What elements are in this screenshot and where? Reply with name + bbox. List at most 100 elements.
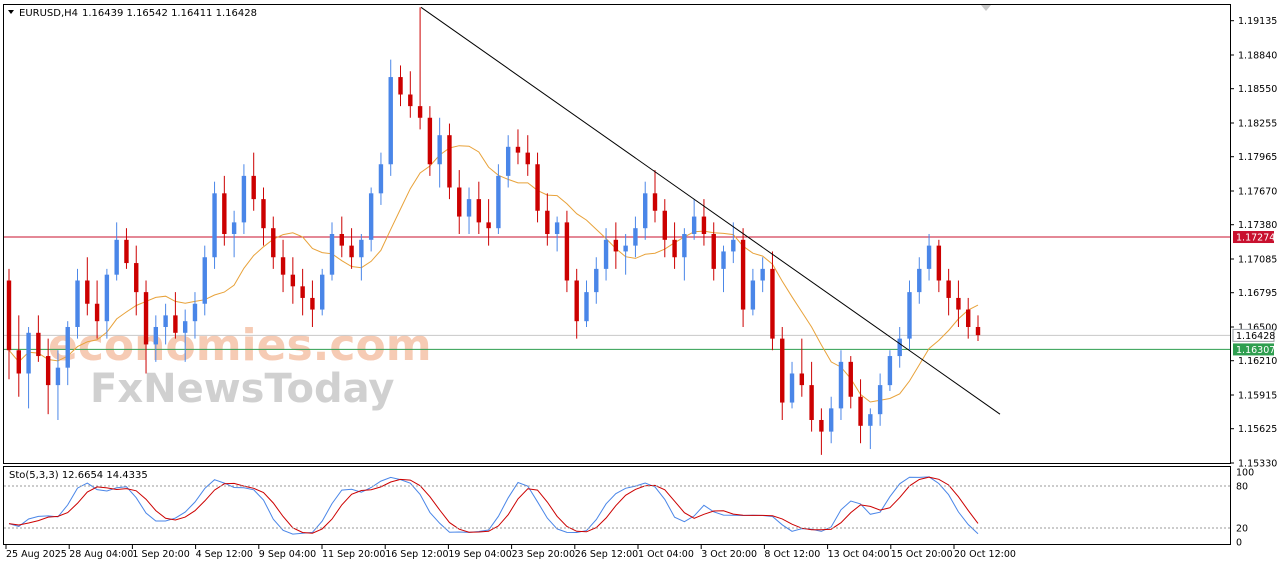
candle-body	[975, 326, 981, 336]
candle-body	[672, 239, 677, 258]
candle-body	[6, 280, 12, 351]
candle-body	[427, 117, 433, 165]
time-tick-label: 16 Sep 12:00	[385, 549, 448, 560]
candle-body	[574, 280, 579, 322]
candle-body	[623, 245, 628, 252]
candle-body	[907, 292, 912, 339]
candle-body	[192, 303, 198, 322]
horizontal-levels	[4, 236, 1230, 350]
candle-body	[251, 175, 256, 200]
candle-body	[936, 245, 942, 281]
candle-body	[701, 216, 707, 234]
time-tick-label: 1 Sep 20:00	[132, 549, 189, 560]
time-tick-label: 4 Sep 12:00	[196, 549, 253, 560]
stochastic-axis-label: 0	[1236, 538, 1242, 549]
candle-body	[966, 309, 971, 327]
stochastic-axis: 100 80 20 0	[4, 468, 1254, 549]
candle-body	[359, 239, 364, 258]
time-tick-label: 20 Oct 12:00	[954, 549, 1016, 560]
candle-body	[926, 245, 932, 269]
candle-body	[398, 77, 403, 95]
price-tick-label: 1.15915	[1238, 390, 1277, 401]
candle-body	[329, 234, 335, 275]
main-pane[interactable]	[3, 4, 1231, 464]
stochastic-label: Sto(5,3,3) 12.6654 14.4335	[9, 470, 148, 481]
candle-body	[486, 222, 491, 229]
candle-body	[594, 268, 599, 293]
candle-body	[505, 146, 511, 176]
candle-body	[153, 326, 159, 345]
level-badge	[1233, 343, 1274, 356]
candle-body	[525, 152, 530, 165]
ma-line	[8, 145, 979, 403]
candle-body	[85, 280, 90, 304]
candle-body	[310, 297, 315, 310]
time-tick-label: 11 Sep 20:00	[322, 549, 385, 560]
candle-body	[887, 356, 893, 386]
candle-body	[838, 361, 844, 409]
candle-body	[603, 239, 609, 269]
candle-body	[877, 385, 883, 415]
candle-body	[956, 297, 961, 310]
candle-body	[55, 367, 61, 386]
candle-body	[819, 419, 824, 432]
shift-marker-icon[interactable]	[981, 5, 991, 11]
stochastic-axis-label: 100	[1236, 468, 1254, 479]
price-tick-label: 1.18550	[1238, 84, 1277, 95]
candle-body	[652, 193, 658, 211]
candle-body	[789, 373, 795, 403]
watermark-fxnewstoday: FxNewsToday	[90, 366, 394, 412]
price-badges: 1.17274 1.16307 1.16428	[1232, 231, 1275, 356]
level-badge-label: 1.16307	[1236, 345, 1275, 356]
price-tick-label: 1.17380	[1238, 220, 1277, 231]
candle-body	[134, 263, 139, 293]
price-tick-label: 1.19135	[1238, 16, 1277, 27]
candle-body	[691, 216, 697, 234]
candle-body	[104, 274, 110, 322]
watermark-economies: economies.com	[48, 320, 432, 371]
candle-body	[339, 234, 344, 246]
candle-body	[212, 193, 217, 258]
candle-body	[26, 332, 31, 374]
candle-body	[143, 292, 149, 345]
time-tick-label: 26 Sep 12:00	[575, 549, 638, 560]
time-tick-label: 1 Oct 04:00	[638, 549, 694, 560]
candle-body	[828, 408, 834, 432]
trendline[interactable]	[420, 6, 1001, 415]
candle-body	[780, 338, 785, 403]
candle-body	[613, 239, 619, 252]
candle-body	[447, 135, 452, 188]
price-tick-label: 1.17965	[1238, 152, 1277, 163]
candle-body	[760, 268, 765, 281]
candle-body	[182, 321, 188, 333]
candle-body	[897, 338, 902, 357]
stochastic-pane[interactable]	[3, 466, 1231, 545]
candle-body	[114, 239, 119, 275]
price-tick-label: 1.16795	[1238, 288, 1277, 299]
candle-body	[75, 280, 80, 327]
candle-body	[202, 257, 207, 304]
candle-body	[545, 210, 550, 234]
level-badge-label: 1.17274	[1236, 233, 1275, 244]
dropdown-triangle-icon[interactable]	[8, 10, 14, 14]
candle-body	[731, 239, 736, 252]
time-tick-label: 23 Sep 20:00	[512, 549, 575, 560]
stochastic-lines	[8, 476, 979, 535]
candle-body	[858, 396, 863, 426]
candle-body	[408, 94, 413, 107]
candle-body	[946, 280, 951, 298]
candle-body	[750, 280, 756, 310]
candle-body	[584, 292, 589, 322]
price-tick-label: 1.17670	[1238, 186, 1277, 197]
candle-body	[388, 77, 393, 165]
candle-body	[740, 239, 746, 310]
candle-body	[662, 210, 667, 240]
trendline-segment	[420, 6, 1001, 415]
candle-body	[65, 326, 70, 368]
price-tick-label: 1.16210	[1238, 356, 1277, 367]
candle-body	[437, 135, 442, 165]
time-tick-label: 19 Sep 04:00	[448, 549, 511, 560]
candle-body	[711, 234, 716, 269]
time-tick-label: 13 Oct 04:00	[828, 549, 890, 560]
